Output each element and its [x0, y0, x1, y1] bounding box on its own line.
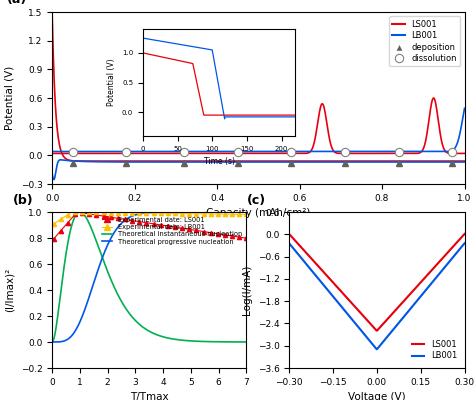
X-axis label: Voltage (V): Voltage (V): [348, 392, 406, 400]
Text: (b): (b): [13, 194, 34, 207]
Legend: Experimental date: LS001, Experimental date: LB001, Theoretical instantaneous nu: Experimental date: LS001, Experimental d…: [101, 215, 243, 246]
Y-axis label: (I/Imax)²: (I/Imax)²: [5, 268, 15, 312]
Text: (c): (c): [247, 194, 266, 207]
Y-axis label: Log(I/mA): Log(I/mA): [242, 265, 252, 315]
Y-axis label: Potential (V): Potential (V): [5, 66, 15, 130]
X-axis label: T/Tmax: T/Tmax: [130, 392, 169, 400]
Text: (a): (a): [7, 0, 27, 6]
Legend: LS001, LB001, deposition, dissolution: LS001, LB001, deposition, dissolution: [389, 16, 460, 66]
X-axis label: Capacity (mAh/cm²): Capacity (mAh/cm²): [206, 208, 310, 218]
Legend: LS001, LB001: LS001, LB001: [408, 337, 460, 364]
